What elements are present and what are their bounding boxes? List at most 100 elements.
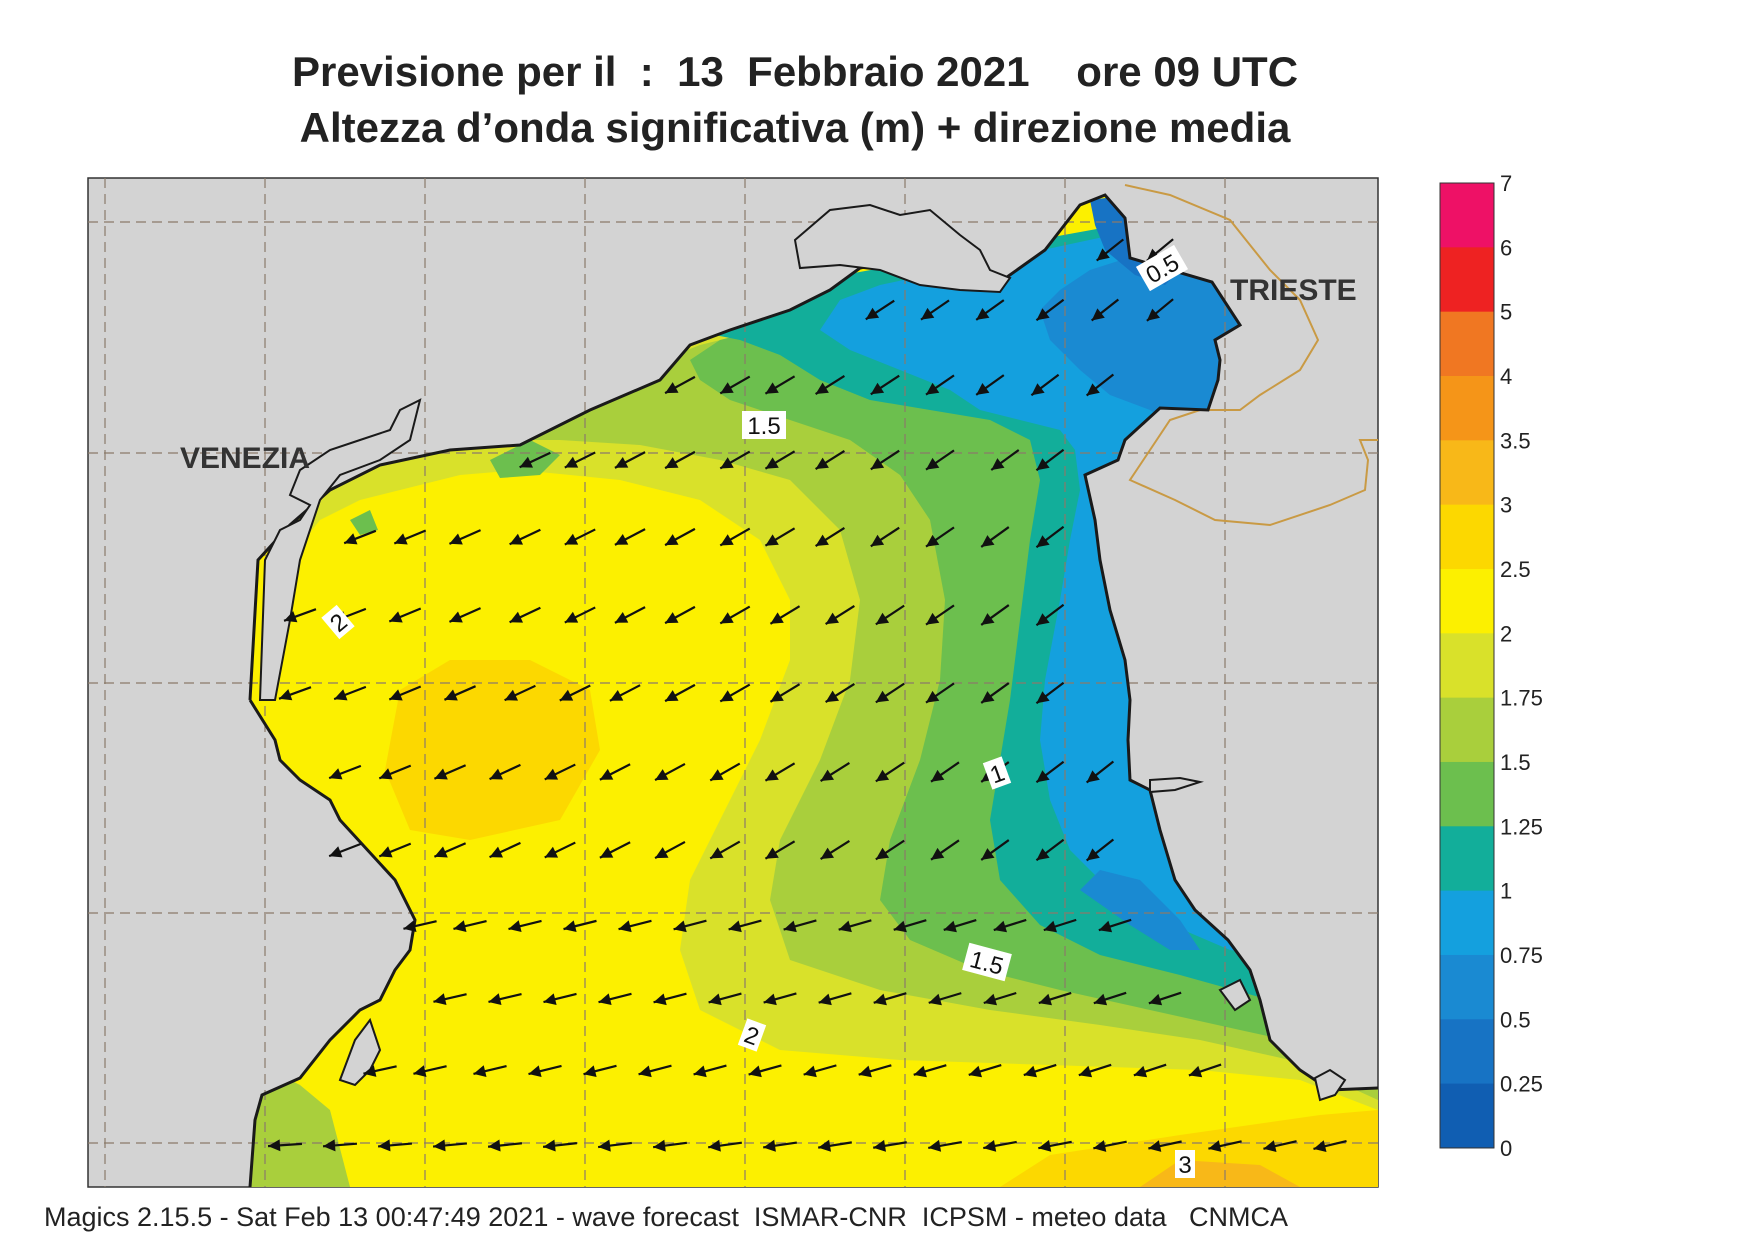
colorbar-label: 1.5 — [1500, 750, 1531, 775]
direction-arrow-head — [509, 611, 523, 623]
colorbar-swatch — [1440, 697, 1494, 763]
direction-arrow-head — [981, 848, 995, 860]
direction-arrow-head — [1313, 1140, 1327, 1152]
direction-arrow-head — [665, 457, 679, 469]
direction-arrow-head — [825, 612, 839, 625]
direction-arrow-head — [1148, 1140, 1162, 1152]
direction-arrow-head — [598, 1139, 611, 1152]
direction-arrow-head — [858, 1065, 872, 1078]
direction-arrow-head — [770, 612, 784, 624]
direction-arrow-head — [976, 308, 990, 320]
city-label-venezia: VENEZIA — [180, 442, 310, 475]
colorbar-swatch — [1440, 375, 1494, 441]
direction-arrow-head — [379, 846, 393, 858]
direction-arrow-head — [673, 920, 687, 933]
direction-arrow-head — [770, 690, 784, 702]
direction-arrow-head — [976, 383, 990, 395]
direction-arrow-head — [559, 689, 574, 701]
colorbar-swatch — [1440, 311, 1494, 377]
direction-arrow-head — [653, 993, 667, 1006]
direction-arrow-head — [926, 690, 940, 703]
graticule — [88, 178, 1378, 1187]
colorbar-label: 1.25 — [1500, 814, 1543, 839]
direction-arrow-head — [413, 1065, 427, 1077]
direction-arrow-head — [1086, 848, 1100, 861]
direction-arrow-head — [720, 534, 734, 546]
colorbar-swatch — [1440, 440, 1494, 506]
direction-arrow-head — [1036, 308, 1050, 321]
colorbar-swatch — [1440, 633, 1494, 699]
direction-arrow-head — [543, 1139, 556, 1152]
direction-arrow-head — [599, 846, 614, 858]
direction-arrow-head — [1078, 1065, 1093, 1078]
colorbar-swatch — [1440, 568, 1494, 634]
direction-arrow-head — [614, 534, 629, 545]
direction-arrow-head — [638, 1065, 652, 1078]
direction-arrow-head — [379, 768, 393, 780]
direction-arrow-head — [818, 993, 832, 1006]
direction-arrow-head — [618, 920, 632, 933]
direction-arrow-head — [873, 993, 887, 1006]
direction-arrow-head — [710, 847, 724, 859]
direction-arrow-head — [926, 612, 940, 625]
direction-arrow-head — [449, 611, 463, 623]
direction-arrow-head — [1036, 613, 1050, 626]
direction-arrow-head — [928, 993, 942, 1006]
direction-arrow-head — [389, 689, 403, 701]
direction-arrow-head — [394, 533, 408, 545]
direction-arrow-head — [875, 690, 890, 703]
direction-arrow-head — [1036, 770, 1050, 783]
direction-arrow-head — [665, 382, 679, 394]
direction-arrow-head — [653, 1139, 666, 1152]
direction-arrow-head — [926, 534, 940, 547]
page-subtitle: Altezza d’onda significativa (m) + direz… — [299, 104, 1291, 151]
direction-arrow-head — [433, 1139, 446, 1152]
colorbar-label: 7 — [1500, 171, 1512, 196]
colorbar: 7 6 5 4 3.5 3 2.5 2 1.75 1.5 1.25 1 0.75 0.5 0.25 0 — [1439, 171, 1543, 1161]
direction-arrow-head — [564, 611, 579, 623]
direction-arrow-head — [708, 1139, 721, 1152]
direction-arrow-head — [765, 847, 779, 859]
direction-arrow-head — [1023, 1065, 1037, 1078]
colorbar-label: 3 — [1500, 493, 1512, 518]
direction-arrow-head — [1031, 383, 1045, 396]
direction-arrow-head — [838, 920, 852, 933]
direction-arrow-head — [1148, 993, 1163, 1006]
direction-arrow-head — [803, 1065, 817, 1078]
direction-arrow-head — [943, 920, 957, 933]
direction-arrow-head — [444, 689, 458, 701]
colorbar-label: 0.75 — [1500, 943, 1543, 968]
direction-arrow-head — [875, 769, 890, 782]
direction-arrow-head — [1038, 993, 1052, 1006]
contour-label-1-5-north: 1.5 — [747, 413, 780, 440]
direction-arrow-head — [268, 1139, 281, 1152]
colorbar-label: 5 — [1500, 300, 1512, 325]
direction-arrow-head — [544, 846, 559, 858]
border-line — [1124, 184, 1378, 527]
direction-arrow-head — [693, 1065, 707, 1078]
direction-arrow-head — [875, 847, 890, 860]
direction-arrow-head — [489, 768, 503, 780]
direction-arrow-head — [720, 457, 734, 469]
direction-arrow-head — [1036, 848, 1050, 861]
direction-arrow-head — [403, 920, 417, 932]
colorbar-label: 4 — [1500, 364, 1512, 389]
footer-credits: Magics 2.15.5 - Sat Feb 13 00:47:49 2021… — [44, 1202, 1289, 1232]
direction-arrow-head — [1036, 691, 1050, 704]
direction-arrow-head — [818, 1139, 831, 1152]
colorbar-label: 2 — [1500, 621, 1512, 646]
direction-arrow-head — [665, 612, 679, 624]
direction-arrow-head — [968, 1065, 982, 1078]
direction-arrow-head — [528, 1065, 542, 1077]
contour-label-3: 3 — [1178, 1152, 1191, 1179]
direction-arrow-head — [873, 1139, 886, 1152]
direction-arrow-head — [870, 457, 885, 470]
direction-arrow-head — [599, 768, 614, 780]
colorbar-label: 0.25 — [1500, 1072, 1543, 1097]
direction-arrow-head — [983, 1140, 997, 1152]
direction-arrow-head — [665, 690, 679, 702]
direction-arrow-head — [728, 920, 742, 933]
direction-arrow-head — [991, 458, 1005, 470]
direction-arrow-head — [765, 769, 779, 781]
direction-arrow-head — [563, 920, 577, 932]
